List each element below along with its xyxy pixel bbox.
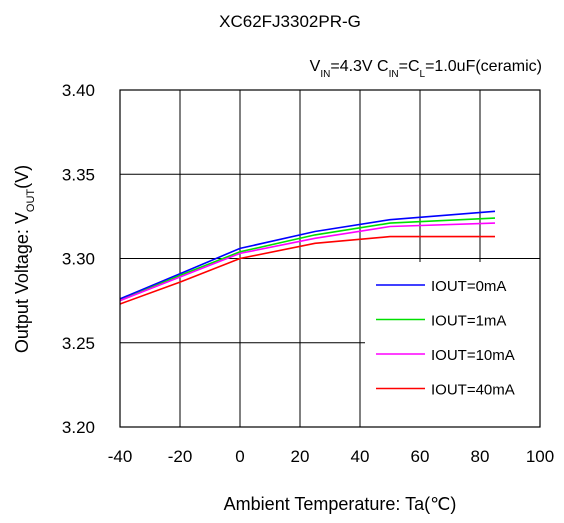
chart-subtitle: VIN=4.3V CIN=CL=1.0uF(ceramic)	[310, 58, 542, 80]
legend-label: IOUT=10mA	[431, 347, 515, 364]
x-tick-label: -20	[168, 447, 193, 466]
y-tick-label: 3.35	[62, 165, 95, 184]
grid	[120, 90, 540, 427]
legend-box	[365, 262, 540, 427]
x-tick-label: 80	[471, 447, 490, 466]
series-lines	[119, 210, 496, 305]
legend-label: IOUT=0mA	[431, 278, 506, 295]
plot-frame	[119, 89, 541, 428]
x-tick-label: -40	[108, 447, 133, 466]
legend-label: IOUT=1mA	[431, 313, 506, 330]
x-axis-ticks: -40 -20 0 20 40 60 80 100	[108, 447, 554, 466]
chart-title: XC62FJ3302PR-G	[219, 12, 361, 31]
x-tick-label: 0	[235, 447, 244, 466]
x-tick-label: 60	[411, 447, 430, 466]
series-line	[119, 217, 496, 302]
x-tick-label: 40	[351, 447, 370, 466]
y-tick-label: 3.40	[62, 81, 95, 100]
legend-label: IOUT=40mA	[431, 382, 515, 399]
y-axis-label: Output Voltage: VOUT(V)	[12, 165, 37, 353]
series-line	[119, 235, 495, 305]
y-tick-label: 3.30	[62, 250, 95, 269]
x-tick-label: 20	[291, 447, 310, 466]
x-axis-label: Ambient Temperature: Ta(℃)	[224, 494, 457, 514]
series-line	[119, 210, 496, 300]
y-axis-ticks: 3.20 3.25 3.30 3.35 3.40	[62, 81, 95, 437]
series-line	[119, 222, 496, 302]
y-tick-label: 3.20	[62, 418, 95, 437]
legend: IOUT=0mA IOUT=1mA IOUT=10mA IOUT=40mA	[365, 262, 540, 427]
y-tick-label: 3.25	[62, 334, 95, 353]
x-tick-label: 100	[526, 447, 554, 466]
